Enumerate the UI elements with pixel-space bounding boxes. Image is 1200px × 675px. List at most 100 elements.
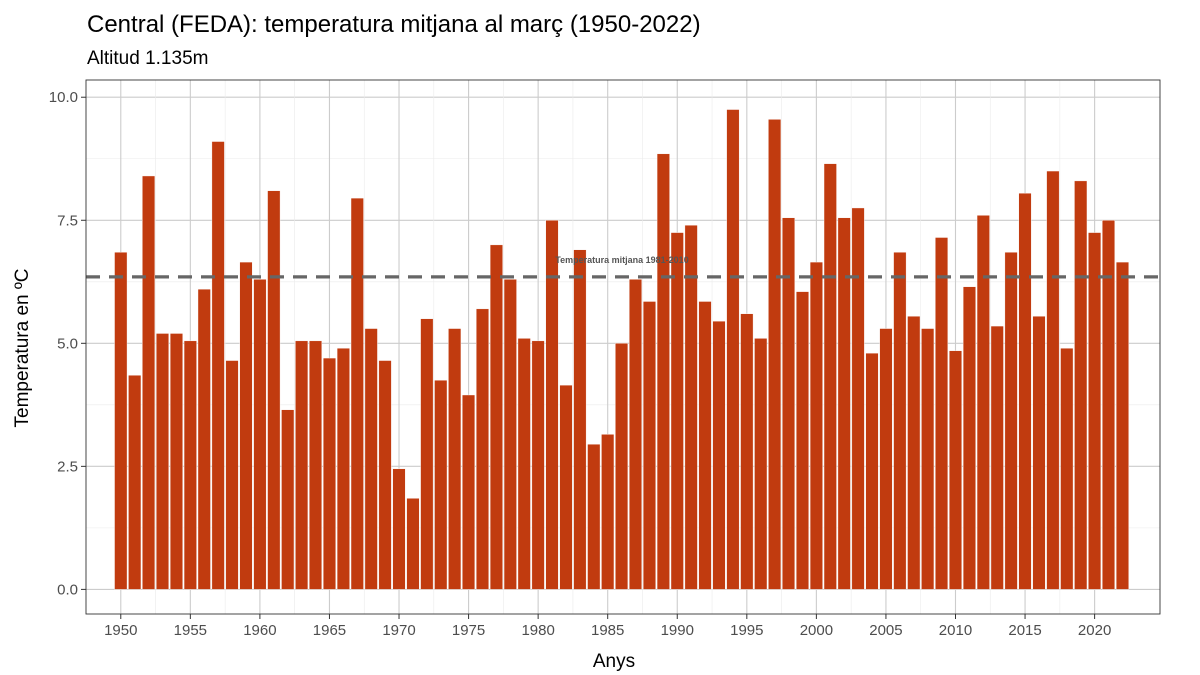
x-tick-label: 2015: [1008, 622, 1041, 639]
bar: [476, 309, 489, 590]
bar: [810, 262, 823, 589]
x-tick-label: 1980: [521, 622, 554, 639]
bar: [309, 341, 322, 590]
bar: [921, 329, 934, 590]
bar: [685, 225, 698, 589]
x-axis-ticks: 1950 1955 1960 1965 1970 1975 1980 1985 1990 1995…: [104, 614, 1111, 639]
x-axis-title: Anys: [593, 651, 635, 672]
bar: [518, 338, 531, 589]
bar: [295, 341, 308, 590]
bar: [1074, 181, 1087, 589]
bar: [434, 380, 447, 589]
reference-line-label: Temperatura mitjana 1981-2010: [555, 255, 688, 265]
bar: [588, 444, 601, 589]
y-tick-label: 2.5: [57, 458, 78, 475]
bar: [170, 333, 183, 589]
x-tick-label: 2010: [939, 622, 972, 639]
bar: [281, 410, 294, 590]
bar: [226, 361, 239, 590]
bar: [1061, 348, 1074, 589]
bar: [699, 301, 712, 589]
bar: [323, 358, 336, 589]
y-tick-label: 5.0: [57, 335, 78, 352]
chart-title: Central (FEDA): temperatura mitjana al m…: [87, 11, 701, 38]
bar: [184, 341, 197, 590]
x-tick-label: 1955: [174, 622, 207, 639]
bar: [365, 329, 378, 590]
bar: [212, 142, 225, 590]
bar: [754, 338, 767, 589]
x-tick-label: 2005: [869, 622, 902, 639]
bar: [615, 343, 628, 589]
bar: [852, 208, 865, 589]
bar: [254, 279, 267, 589]
bar: [1116, 262, 1129, 589]
bar: [935, 237, 948, 589]
bar: [379, 361, 392, 590]
bar: [393, 469, 406, 590]
x-tick-label: 1990: [661, 622, 694, 639]
bar: [198, 289, 211, 589]
bar: [268, 191, 281, 590]
x-tick-label: 1965: [313, 622, 346, 639]
bar: [741, 314, 754, 590]
x-tick-label: 1950: [104, 622, 137, 639]
x-tick-label: 1960: [243, 622, 276, 639]
x-tick-label: 1985: [591, 622, 624, 639]
bar: [462, 395, 475, 589]
bar: [824, 164, 837, 590]
x-tick-label: 1970: [382, 622, 415, 639]
bar: [1019, 193, 1032, 589]
bar: [407, 498, 420, 589]
bar: [727, 110, 740, 590]
bar: [782, 218, 795, 590]
bar: [421, 319, 434, 590]
bar: [671, 233, 684, 590]
bar: [894, 252, 907, 589]
y-axis-ticks: 0.0 2.5 5.0 7.5 10.0: [49, 89, 86, 598]
bar: [963, 287, 976, 590]
bar: [115, 252, 128, 589]
bar: [560, 385, 573, 589]
bar: [240, 262, 253, 589]
y-tick-label: 0.0: [57, 581, 78, 598]
bar: [643, 301, 656, 589]
bar: [142, 176, 155, 589]
bar: [713, 321, 726, 589]
bar: [768, 119, 781, 589]
bar: [1088, 233, 1101, 590]
bar: [866, 353, 879, 589]
x-tick-label: 1975: [452, 622, 485, 639]
bar: [629, 279, 642, 589]
x-tick-label: 2000: [800, 622, 833, 639]
bar: [504, 279, 517, 589]
x-tick-label: 1995: [730, 622, 763, 639]
y-tick-label: 7.5: [57, 212, 78, 229]
bar: [532, 341, 545, 590]
bar: [907, 316, 920, 589]
bar: [156, 333, 169, 589]
bar: [1005, 252, 1018, 589]
bar: [337, 348, 350, 589]
bar: [351, 198, 364, 589]
y-tick-label: 10.0: [49, 89, 78, 106]
bar: [991, 326, 1004, 589]
bar: [949, 351, 962, 590]
bar: [880, 329, 893, 590]
bar: [490, 245, 503, 590]
bar: [977, 215, 990, 589]
bar: [796, 292, 809, 590]
bar: [657, 154, 670, 590]
bar: [448, 329, 461, 590]
chart-subtitle: Altitud 1.135m: [87, 48, 208, 69]
bar: [574, 250, 587, 590]
bar: [128, 375, 141, 589]
bar: [1047, 171, 1060, 589]
bar: [601, 434, 614, 589]
x-tick-label: 2020: [1078, 622, 1111, 639]
bar: [838, 218, 851, 590]
y-axis-title: Temperatura en ºC: [12, 268, 33, 427]
bar: [1033, 316, 1046, 589]
